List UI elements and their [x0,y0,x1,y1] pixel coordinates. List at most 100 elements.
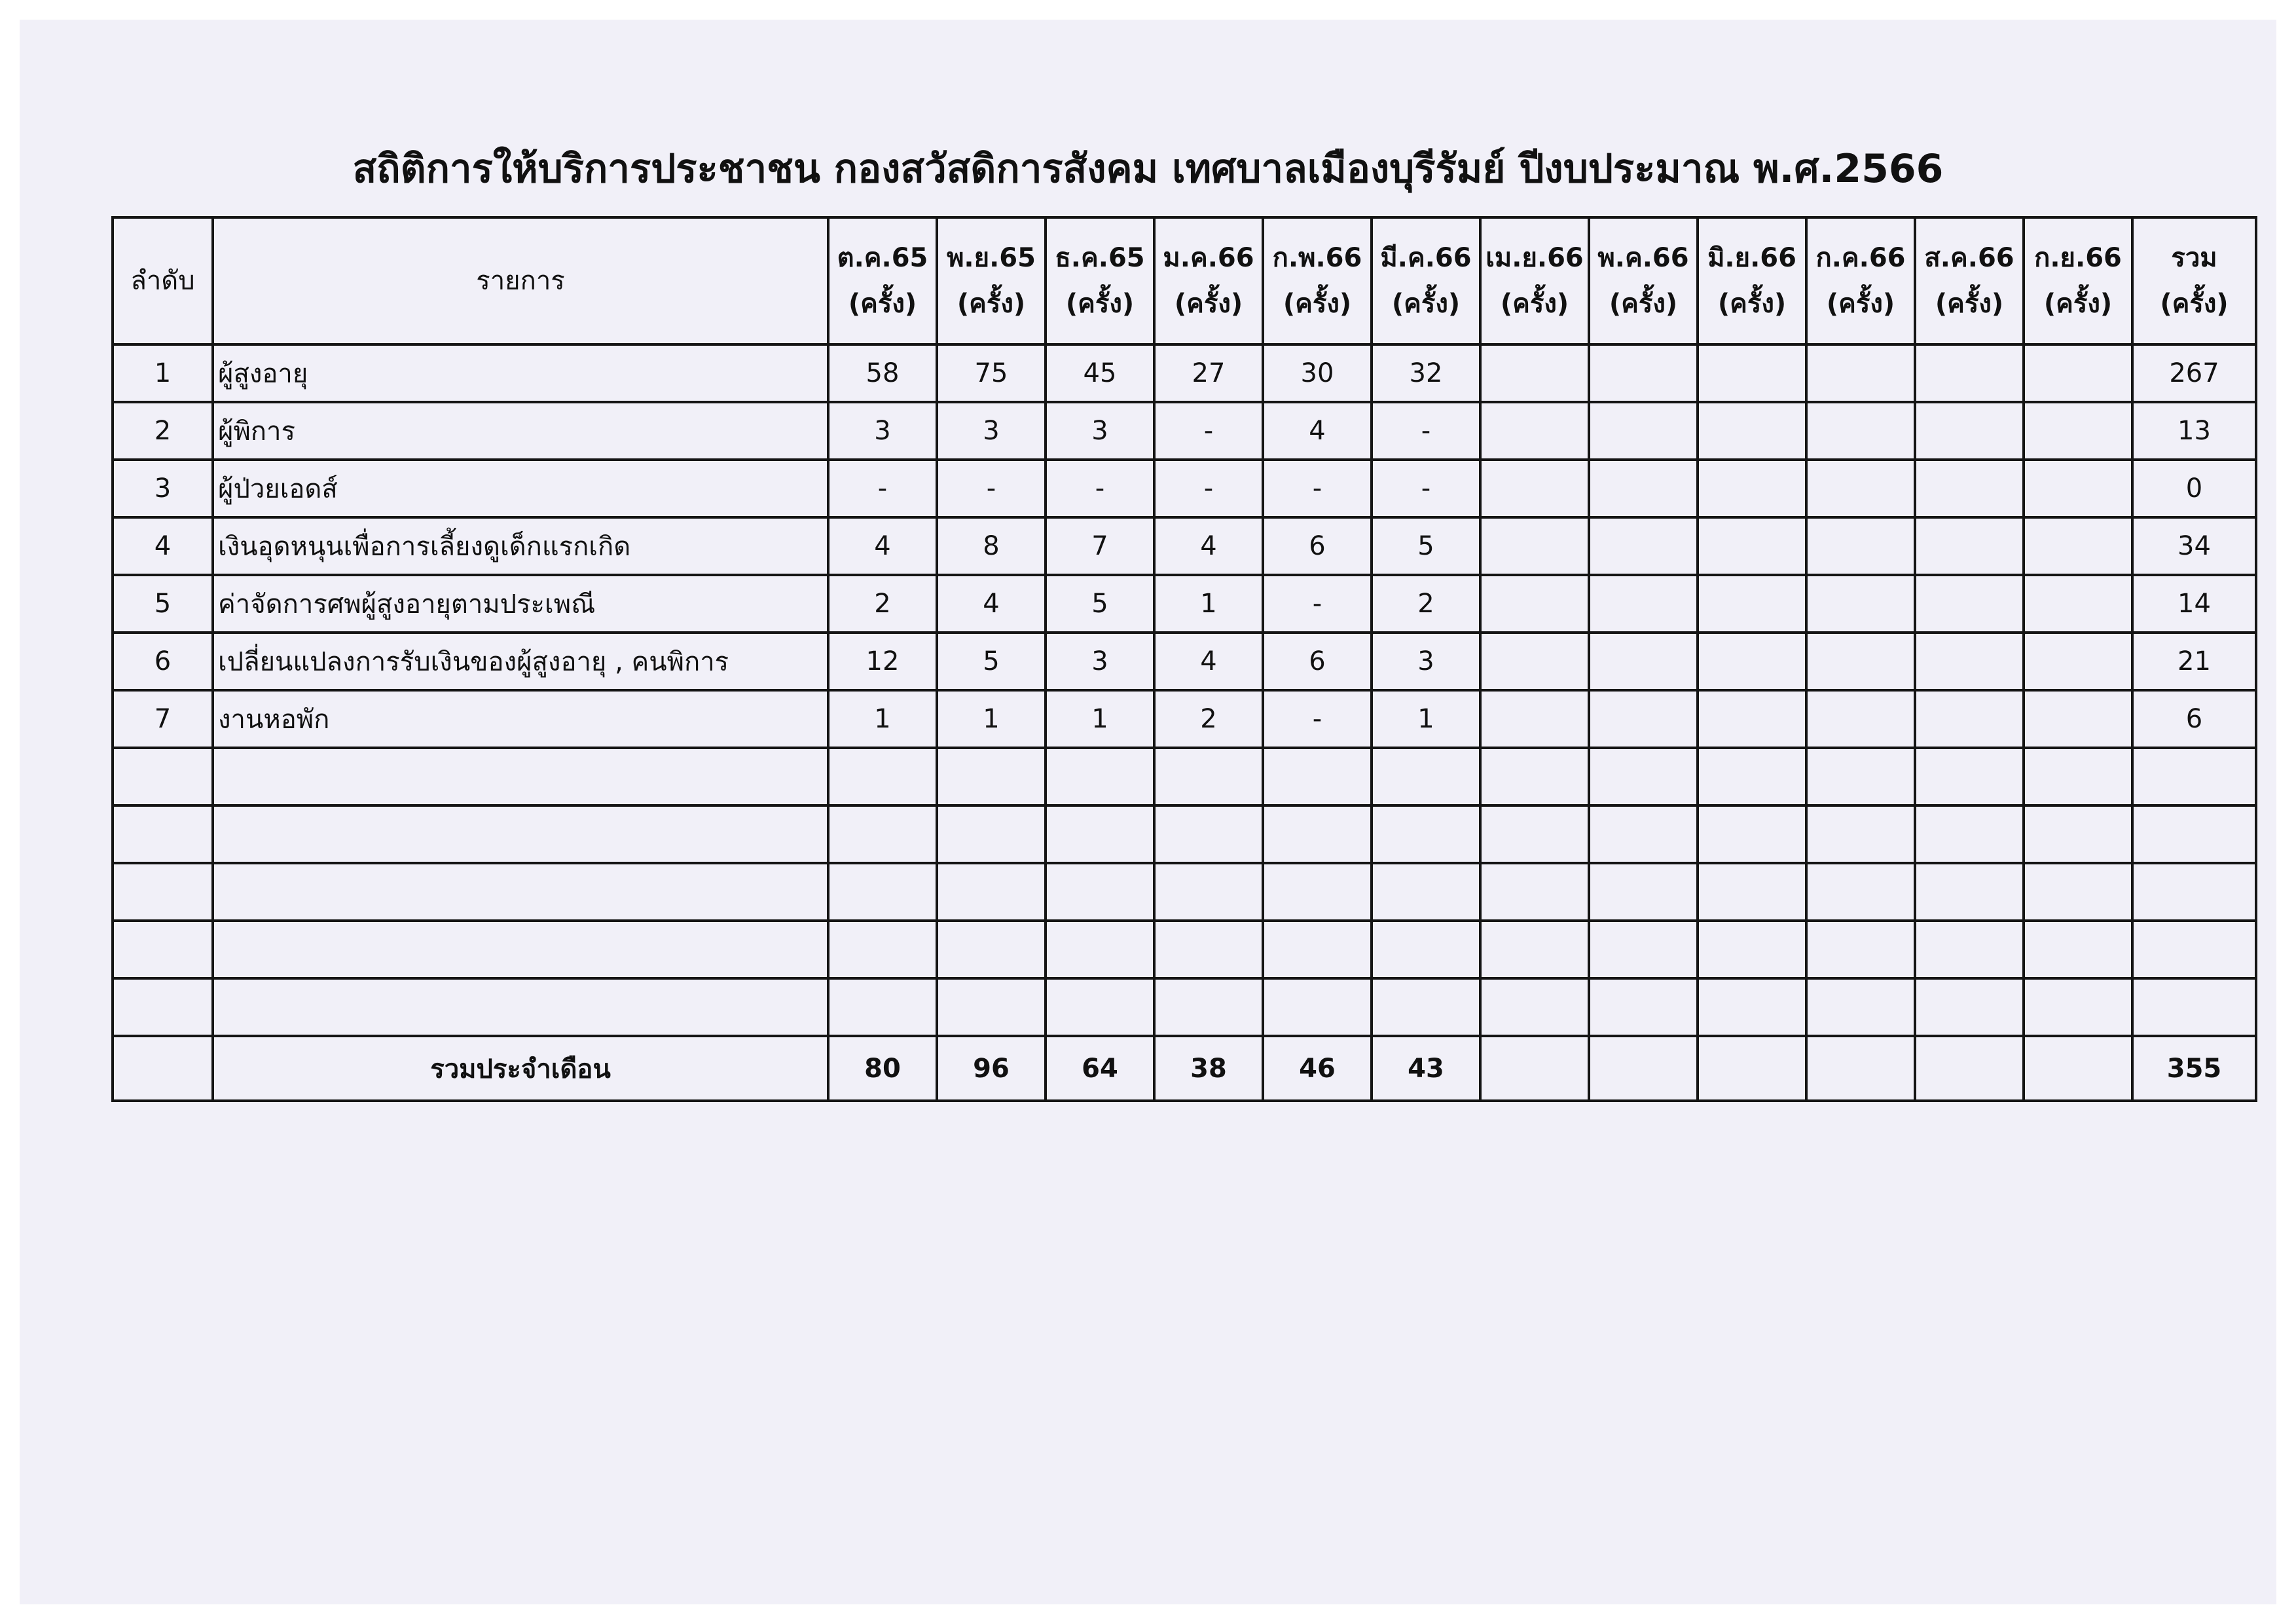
month-value [1153,747,1264,807]
row-item: งานหอพัก [211,689,829,749]
month-value: 4 [827,516,938,576]
monthly-total: 43 [1370,1035,1482,1102]
month-value: 2 [1370,574,1482,634]
month-value [1479,401,1590,461]
month-value [2022,516,2134,576]
month-value: 4 [1153,516,1264,576]
month-value [1262,804,1373,864]
header-month: ธ.ค.65 (ครั้ง) [1044,216,1156,346]
month-value [1370,919,1482,980]
monthly-total [1914,1035,2025,1102]
month-value [2022,862,2134,922]
month-value [936,862,1047,922]
table-row [111,862,2257,922]
total-row-label: รวมประจำเดือน [211,1035,829,1102]
month-value [827,919,938,980]
header-item: รายการ [211,216,829,346]
month-value [1153,977,1264,1037]
row-item: ผู้สูงอายุ [211,343,829,403]
row-number: 4 [111,516,214,576]
month-value [1479,458,1590,519]
month-value [1696,747,1808,807]
monthly-total [2022,1035,2134,1102]
month-value [1588,919,1699,980]
row-number [111,747,214,807]
header-month-label: ก.พ.66 [1272,243,1362,273]
month-value [2022,919,2134,980]
month-value: 3 [936,401,1047,461]
month-value [1696,516,1808,576]
month-value: 1 [827,689,938,749]
month-value [1370,862,1482,922]
month-value: 2 [827,574,938,634]
month-value [1914,516,2025,576]
header-month: พ.ย.65 (ครั้ง) [936,216,1047,346]
month-value [1479,747,1590,807]
month-value [1805,516,1916,576]
row-total: 21 [2131,631,2257,692]
month-value [1479,631,1590,692]
month-value [827,804,938,864]
header-month: ก.ย.66 (ครั้ง) [2022,216,2134,346]
month-value [1914,343,2025,403]
month-value [1479,516,1590,576]
month-value: 2 [1153,689,1264,749]
row-number: 5 [111,574,214,634]
month-value [1696,804,1808,864]
month-value [1805,747,1916,807]
month-value [1696,343,1808,403]
month-value [1044,804,1156,864]
month-value [1588,574,1699,634]
month-value: 58 [827,343,938,403]
month-value: 1 [1044,689,1156,749]
row-item [211,977,829,1037]
header-month: มี.ค.66 (ครั้ง) [1370,216,1482,346]
month-value [1262,862,1373,922]
month-value [1696,862,1808,922]
month-value [1696,631,1808,692]
month-value [1588,862,1699,922]
month-value: 3 [1370,631,1482,692]
table-row: 7 งานหอพัก 1 1 1 2-1 6 [111,689,2257,749]
header-month: ส.ค.66 (ครั้ง) [1914,216,2025,346]
row-total [2131,977,2257,1037]
month-value [2022,574,2134,634]
month-value: - [1262,458,1373,519]
month-value [1479,689,1590,749]
header-row: ลำดับ รายการ ต.ค.65 (ครั้ง) พ.ย.65 (ครั้ง) ธ… [111,216,2257,346]
month-value [1914,804,2025,864]
month-value [1588,977,1699,1037]
header-month-unit: (ครั้ง) [1609,289,1678,319]
month-value [827,747,938,807]
header-month-label: ม.ค.66 [1163,243,1254,273]
month-value [936,747,1047,807]
month-value [1479,919,1590,980]
row-item [211,747,829,807]
row-number: 7 [111,689,214,749]
month-value [1805,977,1916,1037]
row-number [111,804,214,864]
month-value [1914,574,2025,634]
month-value: 5 [936,631,1047,692]
month-value [1044,747,1156,807]
table-row: 3 ผู้ป่วยเอดส์ - - - - - -0 [111,458,2257,519]
month-value [1805,631,1916,692]
month-value: - [1370,458,1482,519]
month-value [1479,977,1590,1037]
month-value [2022,458,2134,519]
header-month-label: พ.ค.66 [1597,243,1689,273]
header-month: มิ.ย.66 (ครั้ง) [1696,216,1808,346]
row-number: 6 [111,631,214,692]
month-value: 32 [1370,343,1482,403]
month-value [1805,804,1916,864]
month-value [1044,919,1156,980]
month-value: 3 [1044,401,1156,461]
row-number: 3 [111,458,214,519]
header-month: พ.ค.66 (ครั้ง) [1588,216,1699,346]
month-value: - [1153,458,1264,519]
month-value [1588,458,1699,519]
month-value [1805,343,1916,403]
header-total-unit: (ครั้ง) [2160,289,2229,319]
month-value: - [1153,401,1264,461]
month-value [827,862,938,922]
